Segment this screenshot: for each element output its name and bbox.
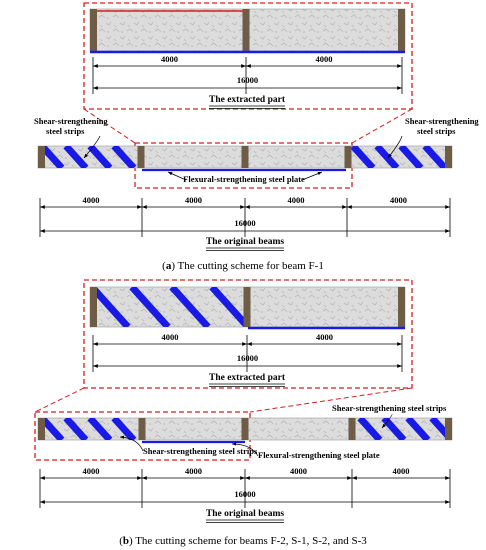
caption-open: ( (119, 535, 123, 547)
caption-letter: a (166, 260, 172, 272)
support-post (243, 287, 251, 327)
annotation: steel strips (417, 126, 456, 136)
support-post (398, 9, 405, 51)
leader-arrow (231, 442, 259, 457)
extract-box (34, 411, 251, 461)
caption: (b) The cutting scheme for beams F-2, S-… (119, 535, 367, 547)
steel-strip (422, 146, 448, 168)
annotation: Flexural-strengthening steel plate (258, 450, 380, 460)
section-title: The extracted part (209, 373, 286, 383)
dim-label: 16000 (234, 489, 255, 499)
leader-arrow (387, 135, 403, 159)
leader-arrow (83, 135, 101, 159)
dim-label: 4000 (185, 466, 202, 476)
dim-label: 4000 (316, 332, 333, 342)
annotation: Flexural-strengthening steel plate (183, 174, 305, 184)
caption: (a) The cutting scheme for beam F-1 (162, 260, 324, 272)
support-post (445, 418, 452, 440)
support-post (90, 9, 97, 51)
extract-box (83, 279, 413, 389)
annotation: steel strips (46, 126, 85, 136)
leader-arrow (167, 171, 187, 181)
support-post (90, 287, 97, 327)
steel-strip (63, 418, 89, 440)
diagram: 4000 4000 16000 The extracted part Shear-str… (34, 2, 479, 547)
steel-strip (374, 146, 400, 168)
steel-strip (398, 146, 424, 168)
caption-text: ) The cutting scheme for beams F-2, S-1,… (129, 535, 367, 547)
steel-strip (90, 287, 131, 327)
dim-label: 4000 (393, 466, 410, 476)
annotation: Shear-strengthening steel strips (332, 403, 447, 413)
dim-label: 4000 (316, 54, 333, 64)
steel-strip (111, 146, 137, 168)
leader-arrow (119, 435, 144, 452)
section-title: The original beams (206, 509, 284, 519)
caption-open: ( (162, 260, 166, 272)
steel-strip (405, 418, 431, 440)
dim-label: 4000 (290, 466, 307, 476)
steel-strip (209, 287, 251, 327)
guide-line (249, 387, 413, 413)
caption-letter: b (123, 535, 129, 547)
section-title: The extracted part (209, 95, 286, 105)
annotation: Shear-strengthening steel strips (143, 446, 258, 456)
annotation: Shear-strengthening (34, 116, 108, 126)
dim-label: 16000 (234, 218, 255, 228)
dim-label: 4000 (162, 332, 179, 342)
support-post (242, 9, 250, 51)
support-post (138, 418, 146, 440)
support-post (241, 418, 249, 440)
guide-line (83, 108, 136, 144)
leader-arrow (301, 171, 323, 181)
dim-label: 4000 (390, 195, 407, 205)
steel-strip (39, 146, 65, 168)
support-post (348, 418, 356, 440)
steel-strip (39, 418, 65, 440)
guide-line (34, 387, 85, 413)
guide-line (351, 108, 413, 144)
dim-label: 16000 (237, 75, 258, 85)
extract-box (83, 2, 413, 110)
steel-strip (87, 146, 113, 168)
steel-strip (87, 418, 113, 440)
support-post (38, 146, 45, 168)
support-post (398, 287, 405, 327)
caption-text: ) The cutting scheme for beam F-1 (171, 260, 324, 272)
steel-strip (63, 146, 89, 168)
dim-label: 4000 (288, 195, 305, 205)
annotation: Shear-strengthening (405, 116, 479, 126)
steel-strip (169, 287, 211, 327)
steel-strip (350, 146, 376, 168)
leader-arrow (381, 413, 393, 429)
support-post (344, 146, 352, 168)
dim-label: 16000 (237, 353, 258, 363)
steel-strip (111, 418, 137, 440)
support-post (137, 146, 145, 168)
dim-label: 4000 (83, 195, 100, 205)
steel-strip (129, 287, 171, 327)
support-post (38, 418, 45, 440)
support-post (241, 146, 249, 168)
extract-box (134, 142, 353, 189)
support-post (445, 146, 452, 168)
section-title: The original beams (206, 237, 284, 247)
dim-label: 4000 (83, 466, 100, 476)
dim-label: 4000 (185, 195, 202, 205)
dim-label: 4000 (161, 54, 178, 64)
steel-strip (357, 418, 383, 440)
